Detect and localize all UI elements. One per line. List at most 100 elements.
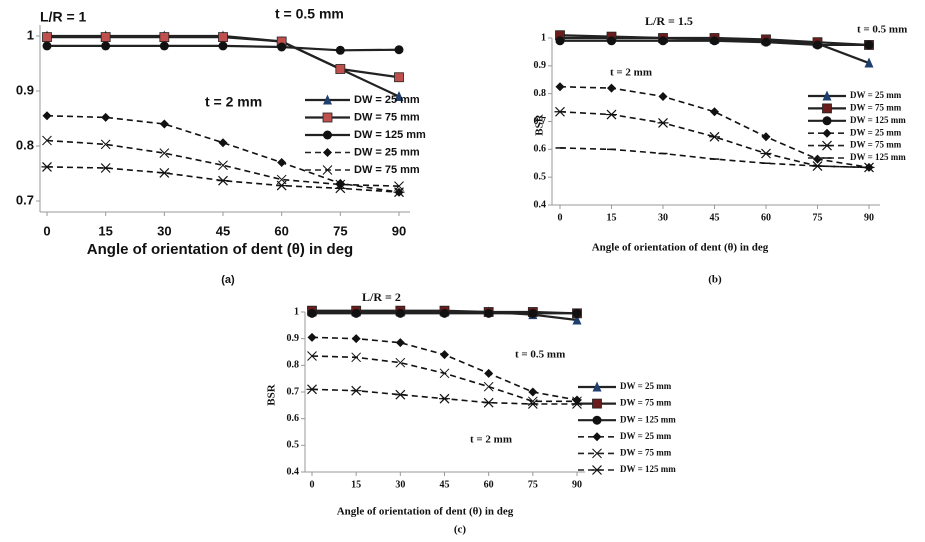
data-point: [606, 109, 617, 120]
data-point: [813, 154, 822, 164]
data-point: [710, 36, 719, 46]
x-tick-label: 60: [274, 223, 288, 238]
data-point: [395, 338, 405, 348]
data-point: [813, 40, 822, 50]
data-point: [484, 308, 494, 318]
annotation: t = 2 mm: [610, 67, 652, 79]
y-tick-label: 0.7: [16, 192, 34, 207]
data-point: [159, 32, 170, 42]
x-tick-label: 30: [157, 223, 171, 238]
chart-title: L/R = 1: [40, 9, 87, 25]
data-point: [394, 91, 404, 101]
data-point: [710, 107, 719, 117]
x-tick-label: 30: [395, 479, 405, 490]
caption: (c): [454, 524, 467, 536]
data-point: [483, 397, 495, 408]
data-point: [657, 117, 669, 128]
chart-panel: 0.4 0.5 0.6 0.7 0.8 0.9 1 0 15 30 45 60 75 90 L/R = 2 t…: [266, 290, 677, 536]
data-point: [158, 168, 170, 178]
y-tick-label: 0.9: [16, 82, 34, 97]
x-tick-label: 15: [607, 212, 617, 223]
legend-marker: [822, 103, 832, 114]
legend-marker: [322, 165, 333, 175]
series-line: [559, 85, 870, 169]
x-tick-label: 60: [484, 479, 494, 490]
annotation: t = 0.5 mm: [857, 24, 907, 36]
data-point: [658, 91, 668, 101]
legend-marker: [822, 90, 832, 101]
legend-marker: [323, 130, 332, 140]
data-point: [439, 393, 450, 404]
data-point: [658, 36, 668, 46]
legend-label: DW = 125 mm: [850, 115, 906, 125]
legend-marker: [821, 140, 833, 151]
chart-panel: 0.7 0.8 0.9 1 0 15 30 45 60 75 90 L/R = 1 t = 0.5 mm…: [16, 6, 426, 286]
legend-marker: [592, 432, 602, 442]
data-point: [351, 352, 362, 363]
y-tick-label: 0.8: [287, 360, 300, 371]
x-tick-label: 75: [528, 479, 538, 490]
x-axis-label: Angle of orientation of dent (θ) in deg: [592, 242, 769, 254]
legend-label: DW = 75 mm: [620, 398, 672, 408]
data-point: [218, 41, 228, 51]
data-point: [335, 45, 345, 55]
legend-label: DW = 125 mm: [850, 152, 906, 162]
x-tick-label: 0: [310, 479, 315, 490]
data-point: [709, 131, 720, 142]
data-point: [100, 32, 111, 42]
x-tick-label: 75: [333, 223, 347, 238]
legend-marker: [592, 448, 602, 459]
x-tick-label: 45: [216, 223, 230, 238]
caption: (a): [221, 274, 235, 286]
x-tick-label: 15: [351, 479, 361, 490]
data-point: [307, 332, 317, 342]
data-point: [42, 32, 52, 42]
legend-label: DW = 125 mm: [620, 464, 676, 474]
y-tick-label: 0.9: [534, 60, 547, 71]
data-point: [760, 148, 772, 159]
legend-label: DW = 25 mm: [620, 381, 672, 391]
data-point: [528, 308, 538, 318]
legend-marker: [322, 112, 333, 123]
data-point: [555, 82, 565, 92]
x-tick-label: 45: [440, 479, 450, 490]
x-axis-label: Angle of orientation of dent (θ) in deg: [87, 241, 353, 258]
data-point: [393, 187, 405, 198]
legend-marker: [822, 128, 832, 138]
annotation: t = 0.5 mm: [515, 349, 565, 361]
y-tick-label: 0.5: [534, 171, 547, 182]
y-tick-label: 0.7: [534, 116, 547, 127]
y-tick-label: 1: [27, 27, 34, 42]
data-point: [528, 387, 538, 397]
data-point: [41, 161, 53, 172]
data-point: [761, 37, 771, 47]
annotation: t = 2 mm: [205, 94, 262, 110]
data-point: [571, 399, 583, 409]
x-tick-label: 30: [658, 212, 668, 223]
x-tick-label: 0: [558, 212, 563, 223]
data-point: [101, 112, 111, 122]
annotation: t = 0.5 mm: [275, 6, 344, 22]
legend-label: DW = 75 mm: [850, 102, 902, 112]
data-point: [864, 57, 874, 68]
y-tick-label: 0.5: [287, 440, 300, 451]
data-point: [159, 41, 169, 51]
data-point: [42, 135, 52, 146]
legend-label: DW = 75 mm: [850, 140, 902, 150]
data-point: [159, 119, 169, 129]
legend-label: DW = 25 mm: [620, 431, 672, 441]
x-tick-label: 15: [98, 223, 112, 238]
legend-label: DW = 125 mm: [354, 129, 426, 141]
y-tick-label: 1: [541, 32, 546, 43]
x-tick-label: 0: [43, 223, 50, 238]
legend-marker: [592, 415, 602, 425]
legend-marker: [323, 94, 332, 105]
chart-title: L/R = 2: [362, 290, 401, 304]
x-tick-label: 90: [392, 223, 406, 238]
data-point: [555, 36, 565, 46]
annotation: t = 2 mm: [470, 434, 512, 446]
data-point: [101, 41, 111, 51]
data-point: [335, 64, 346, 74]
data-point: [351, 334, 361, 344]
